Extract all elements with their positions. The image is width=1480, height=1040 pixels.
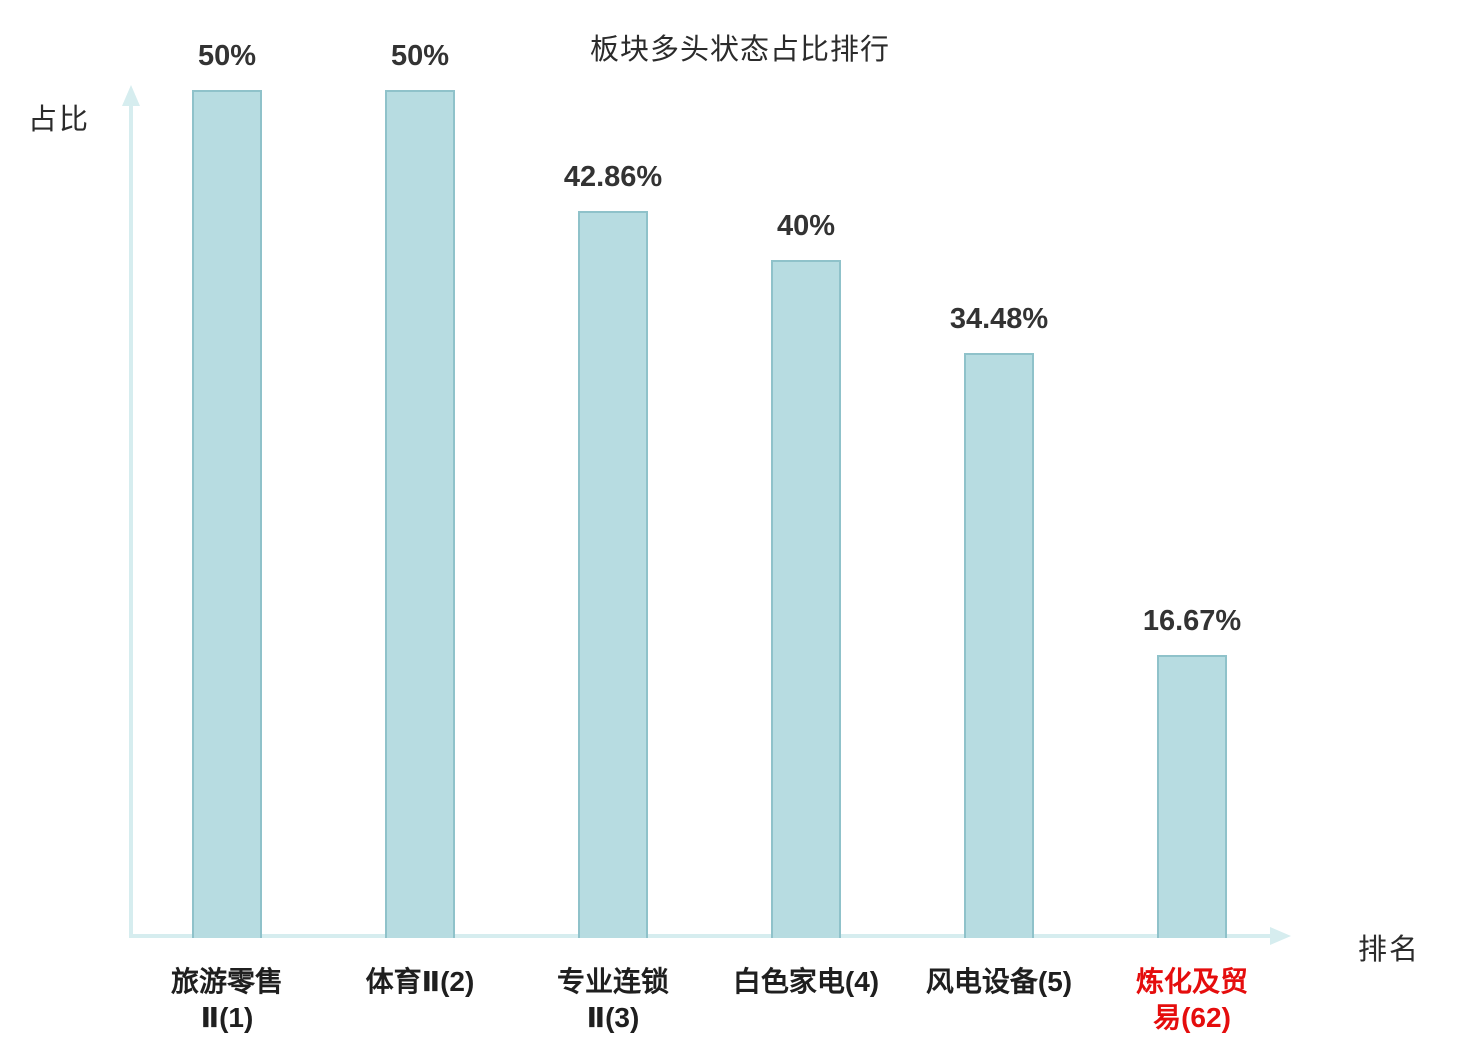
bar [771, 260, 841, 938]
bar [192, 90, 262, 938]
bar [964, 353, 1034, 938]
chart-title: 板块多头状态占比排行 [589, 34, 890, 66]
y-axis-label: 占比 [28, 104, 91, 136]
bar-category-label: 旅游零售 Ⅱ(1) [170, 966, 283, 1033]
bar-value-label: 34.48% [949, 303, 1049, 335]
bar-value-label: 16.67% [1142, 605, 1242, 637]
bar [385, 90, 455, 938]
bar-value-label: 50% [197, 40, 257, 72]
bar-category-label: 风电设备(5) [925, 966, 1073, 997]
x-axis-label: 排名 [1358, 934, 1421, 966]
bar-category-label: 专业连锁 Ⅱ(3) [556, 966, 669, 1033]
x-axis-arrowhead-icon [1270, 927, 1291, 945]
bar-category-label: 白色家电(4) [732, 966, 880, 997]
bar [1157, 655, 1227, 938]
y-axis-arrowhead-icon [122, 85, 140, 106]
bar-category-label: 体育Ⅱ(2) [365, 966, 475, 997]
bar-value-label: 40% [776, 210, 836, 242]
bar-value-label: 50% [390, 40, 450, 72]
bar [578, 211, 648, 938]
bar-category-label: 炼化及贸 易(62) [1135, 966, 1248, 1033]
bar-value-label: 42.86% [563, 161, 663, 193]
